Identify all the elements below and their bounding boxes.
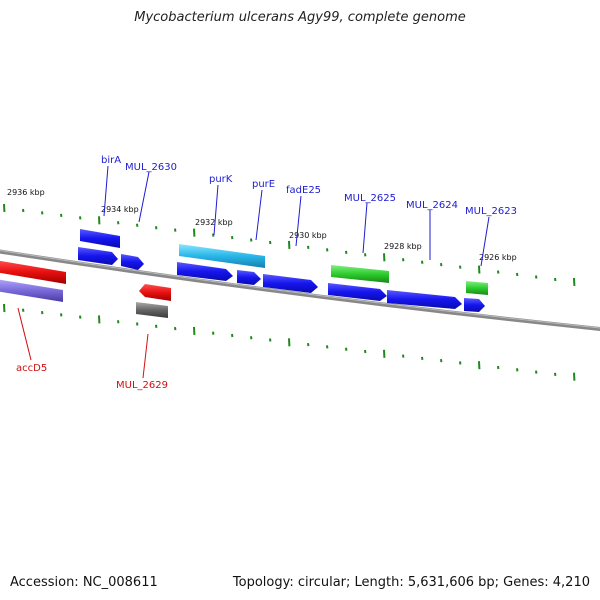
forward-strand-outer-features bbox=[80, 229, 488, 295]
kbp-label-2934: 2934 kbp bbox=[101, 205, 139, 214]
gene-label-MUL_2625[interactable]: MUL_2625 bbox=[344, 193, 396, 204]
map-title: Mycobacterium ulcerans Agy99, complete g… bbox=[134, 10, 466, 25]
gene-label-MUL_2623[interactable]: MUL_2623 bbox=[465, 206, 517, 217]
kbp-label-2930: 2930 kbp bbox=[289, 231, 327, 240]
kbp-tick-marks-inner bbox=[3, 303, 576, 381]
gene-feature-fwd-7[interactable] bbox=[387, 290, 462, 309]
label-leader-lines bbox=[17, 165, 490, 379]
gene-feature-MUL_2625[interactable] bbox=[331, 265, 389, 283]
gene-label-MUL_2629[interactable]: MUL_2629 bbox=[116, 380, 168, 391]
gene-label-accD5[interactable]: accD5 bbox=[16, 363, 47, 374]
gene-label-purK[interactable]: purK bbox=[209, 174, 233, 185]
gene-feature-MUL_2624[interactable] bbox=[328, 283, 387, 301]
gene-label-purE[interactable]: purE bbox=[252, 179, 275, 190]
genome-summary-text: Topology: circular; Length: 5,631,606 bp… bbox=[232, 575, 590, 590]
accession-text: Accession: NC_008611 bbox=[10, 575, 158, 590]
gene-feature-rev-small[interactable] bbox=[139, 284, 171, 301]
genome-backbone bbox=[0, 249, 600, 331]
gene-feature-purK[interactable] bbox=[179, 244, 265, 268]
kbp-label-2936: 2936 kbp bbox=[7, 188, 45, 197]
gene-label-MUL_2630[interactable]: MUL_2630 bbox=[125, 162, 177, 173]
gene-feature-MUL_2629[interactable] bbox=[136, 302, 168, 318]
gene-label-fadE25[interactable]: fadE25 bbox=[286, 185, 321, 196]
reverse-strand-features bbox=[0, 260, 171, 318]
kbp-label-2932: 2932 kbp bbox=[195, 218, 233, 227]
gene-feature-reverse-large[interactable] bbox=[0, 260, 66, 284]
gene-feature-birA[interactable] bbox=[80, 229, 120, 248]
forward-strand-inner-features bbox=[78, 247, 485, 312]
gene-feature-fadE25[interactable] bbox=[263, 274, 318, 293]
gene-label-birA[interactable]: birA bbox=[101, 155, 121, 166]
gene-label-MUL_2624[interactable]: MUL_2624 bbox=[406, 200, 458, 211]
kbp-tick-marks-outer bbox=[3, 203, 576, 286]
gene-feature-fwd-8[interactable] bbox=[464, 298, 485, 312]
kbp-label-2926: 2926 kbp bbox=[479, 253, 517, 262]
gene-feature-MUL_2623[interactable] bbox=[466, 281, 488, 295]
gene-feature-accD5[interactable] bbox=[0, 279, 63, 302]
gene-feature-purE[interactable] bbox=[177, 262, 233, 281]
kbp-label-2928: 2928 kbp bbox=[384, 242, 422, 251]
gene-feature-MUL_2630[interactable] bbox=[78, 247, 118, 265]
gene-feature-fwd-2[interactable] bbox=[121, 254, 144, 270]
gene-feature-fwd-4[interactable] bbox=[237, 270, 261, 285]
